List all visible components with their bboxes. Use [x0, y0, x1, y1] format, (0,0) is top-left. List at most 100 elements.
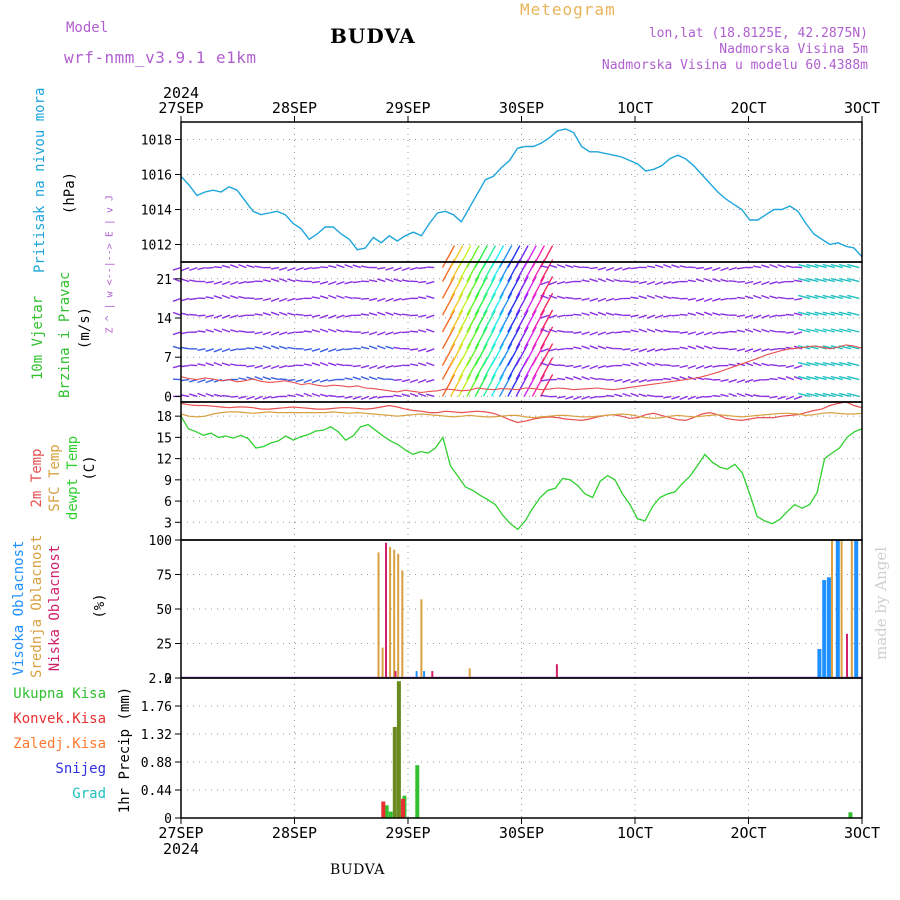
wind-barb — [450, 326, 464, 350]
wind-barb — [638, 314, 648, 319]
wind-barb — [303, 266, 312, 271]
precip-bar — [396, 681, 401, 818]
wind-barb — [847, 361, 860, 367]
wind-barb — [474, 245, 488, 268]
wind-barb — [614, 393, 623, 398]
wind-barb — [197, 348, 206, 351]
wind-barb — [426, 393, 435, 398]
legend-frz-rain: Zaledj.Kisa — [13, 736, 106, 752]
cloud-bar — [822, 580, 827, 678]
wind-barb — [744, 328, 754, 333]
wind-barb — [548, 348, 558, 352]
wind-barb — [646, 265, 656, 269]
wind-barb — [328, 328, 337, 333]
wind-barb — [295, 378, 304, 383]
wind-barb — [523, 326, 537, 350]
wind-barb — [814, 263, 827, 269]
wind-barb — [181, 346, 190, 350]
cloud-bar — [826, 577, 831, 678]
wind-barb — [822, 311, 835, 316]
wind-barb — [303, 330, 312, 333]
wind-barb — [646, 348, 656, 353]
wind-barb — [287, 394, 296, 398]
wind-barb — [785, 265, 795, 269]
wind-barb — [474, 374, 488, 397]
y-tick-label: 0.44 — [141, 784, 172, 799]
wind-barb — [540, 378, 549, 382]
wind-barb — [663, 280, 672, 285]
wind-barb — [814, 311, 827, 316]
wind-barb — [499, 292, 513, 316]
wind-barb — [352, 395, 362, 400]
legend-hail: Grad — [72, 786, 106, 802]
wind-barb — [806, 311, 819, 316]
wind-barb — [539, 245, 554, 268]
wind-barb — [540, 362, 549, 367]
wind-barb — [377, 278, 386, 283]
y-tick-label: 12 — [156, 453, 172, 468]
wind-barb — [401, 297, 410, 301]
wind-barb — [695, 311, 705, 316]
wind-barb — [287, 331, 296, 335]
wind-barb — [409, 266, 419, 271]
wind-barb — [189, 279, 198, 283]
wind-barb — [622, 348, 631, 351]
wind-barb — [540, 328, 549, 333]
wind-barb — [336, 264, 345, 269]
y-tick-label: 0 — [164, 390, 172, 405]
wind-barb — [441, 292, 456, 316]
wind-barb — [814, 392, 827, 398]
wind-barb — [197, 363, 206, 367]
wind-barb — [482, 374, 497, 397]
wind-barb — [377, 311, 386, 316]
wind-barb — [744, 295, 754, 300]
wind-barb — [793, 376, 803, 381]
wind-barb — [646, 314, 656, 319]
wind-barb — [377, 266, 386, 270]
cloud-bar — [850, 540, 853, 678]
wind-barb — [246, 364, 255, 368]
wind-barb — [515, 374, 529, 397]
wind-barb — [663, 329, 672, 333]
wind-barb — [679, 313, 688, 316]
wind-barb — [441, 374, 456, 397]
wind-barb — [769, 295, 778, 300]
wind-barb — [720, 313, 729, 316]
wind-barb — [531, 292, 546, 316]
wind-barb — [830, 392, 844, 398]
wind-barb — [515, 326, 529, 350]
wind-barb — [523, 292, 537, 316]
wind-barb — [769, 314, 778, 318]
x-tick-label-bottom: 29SEP — [385, 824, 430, 842]
wind-barb — [712, 331, 721, 335]
wind-barb — [377, 297, 386, 302]
wind-barb — [654, 362, 664, 367]
wind-barb — [328, 394, 337, 398]
wind-barb — [548, 314, 558, 319]
wind-barb — [450, 374, 464, 397]
wind-barb — [838, 361, 852, 367]
wind-barb — [295, 279, 304, 283]
wind-barb — [687, 331, 696, 335]
wind-barb — [368, 345, 378, 350]
precip-bar — [388, 811, 393, 818]
wind-barb — [385, 378, 394, 381]
wind-barb — [499, 245, 513, 268]
wind-barb — [769, 263, 778, 269]
wind-barb — [360, 265, 370, 269]
wind-barb — [360, 364, 370, 369]
wind-barb — [798, 277, 811, 283]
wind-barb — [638, 328, 648, 333]
panel-frame — [180, 677, 863, 819]
wind-barb — [336, 363, 345, 367]
wind-barb — [385, 311, 394, 316]
wind-barb — [798, 294, 811, 300]
wind-barb — [704, 266, 713, 271]
y-tick-label: 21 — [156, 273, 172, 288]
wind-barb — [630, 266, 639, 270]
wind-barb — [814, 328, 827, 333]
wind-barb — [441, 309, 456, 333]
wind-barb — [311, 362, 321, 367]
wind-barb — [556, 263, 566, 269]
